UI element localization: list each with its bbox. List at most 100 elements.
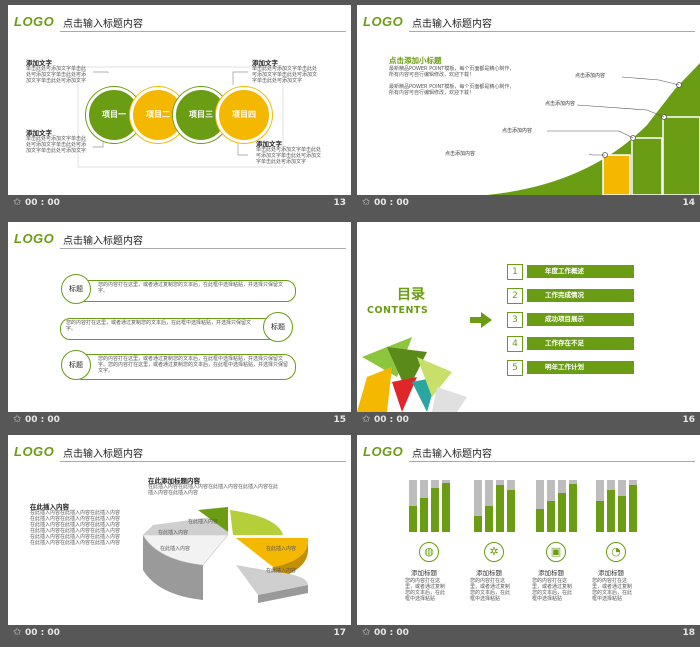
slice-label-4: 在此插入内容 bbox=[266, 546, 297, 552]
item-text-2: 您的内容打在这里，或者通过复制您的文本后，在此框中选择粘贴，并选择只保留文字。 bbox=[66, 320, 252, 332]
bar-fill bbox=[618, 496, 626, 532]
star-icon[interactable]: ✩ bbox=[13, 627, 22, 638]
logo: LOGO bbox=[14, 231, 55, 246]
star-icon[interactable]: ✩ bbox=[362, 197, 371, 208]
bar-fill bbox=[536, 509, 544, 532]
bar-fill bbox=[558, 493, 566, 532]
abstract-shapes-decoration bbox=[357, 337, 467, 412]
body-4: 单击此处可添加文字单击此处可添加文字单击此处可添加文字单击此处可添加文字 bbox=[256, 147, 322, 165]
slide-number: 14 bbox=[682, 198, 695, 208]
bar-fill bbox=[431, 488, 439, 532]
globe-icon: ◍ bbox=[419, 542, 439, 562]
group-label: 添加标题 bbox=[476, 569, 502, 577]
pie-slice-green bbox=[198, 507, 228, 532]
toc-item-1[interactable]: 年度工作概述 bbox=[527, 265, 634, 278]
toc-item-2[interactable]: 工作完成情况 bbox=[527, 289, 634, 302]
bar-fill bbox=[496, 485, 504, 532]
money-icon: ▣ bbox=[546, 542, 566, 562]
toc-number-2: 2 bbox=[507, 288, 523, 304]
logo: LOGO bbox=[363, 14, 404, 29]
bar-fill bbox=[607, 490, 615, 532]
slide-time: 00 : 00 bbox=[25, 628, 60, 638]
slide-footer: ✩ 00 : 00 15 bbox=[8, 412, 351, 430]
slice-label-1: 在此插入内容 bbox=[188, 519, 219, 525]
toc-heading: 目录 bbox=[397, 287, 425, 303]
logo: LOGO bbox=[363, 444, 404, 459]
toc-number-5: 5 bbox=[507, 360, 523, 376]
bar-groups: ◍ 添加标题 您的内容打在这里，或者通过复制您的文本后，在此框中选择粘贴 ✲ 添加标题您… bbox=[357, 435, 700, 625]
slide-15[interactable]: LOGO 点击输入标题内容 标题 您的内容打在这里，或者通过复制您的文本后，在此… bbox=[8, 222, 351, 412]
group-text: 您的内容打在这里，或者通过复制您的文本后，在此框中选择粘贴 bbox=[470, 578, 511, 602]
slide-footer: ✩ 00 : 00 18 bbox=[357, 625, 700, 643]
bar-track bbox=[536, 480, 544, 532]
group-label: 添加标题 bbox=[411, 569, 437, 577]
star-icon[interactable]: ✩ bbox=[13, 414, 22, 425]
toc-number-3: 3 bbox=[507, 312, 523, 328]
slide-16[interactable]: 目录 CONTENTS 1 年度工作概述 2 工作完成情况 3 成功项目展示 4… bbox=[357, 222, 700, 412]
bar-fill bbox=[485, 506, 493, 532]
slide-number: 18 bbox=[682, 628, 695, 638]
body-3: 单击此处可添加文字单击此处可添加文字单击此处可添加文字单击此处可添加文字 bbox=[252, 66, 318, 84]
slide-title: 点击输入标题内容 bbox=[412, 449, 492, 460]
item-label-3: 标题 bbox=[61, 350, 91, 380]
paragraph-2: 最新精品POWER POINT模板，每个页面都是精心制作，所有内容可自行编辑修改… bbox=[389, 84, 515, 96]
pie-slice-gray bbox=[236, 565, 308, 595]
body-2: 单击此处可添加文字单击此处可添加文字单击此处可添加文字单击此处可添加文字 bbox=[26, 136, 87, 154]
heading-3: 添加文字 bbox=[252, 59, 278, 67]
pie-slice-white bbox=[142, 534, 229, 566]
slide-time: 00 : 00 bbox=[25, 198, 60, 208]
toc-subheading: CONTENTS bbox=[367, 305, 429, 316]
pie-slice-lightgray bbox=[143, 515, 228, 535]
pie-slice-gray-side bbox=[143, 535, 203, 600]
bar-fill bbox=[629, 485, 637, 532]
pie-slice-lime bbox=[230, 510, 283, 535]
star-icon[interactable]: ✩ bbox=[362, 414, 371, 425]
slide-number: 17 bbox=[333, 628, 346, 638]
heading-2: 添加文字 bbox=[26, 129, 52, 137]
curve-label-4: 点击添加内容 bbox=[575, 73, 606, 79]
bar-fill bbox=[547, 501, 555, 532]
logo: LOGO bbox=[14, 444, 55, 459]
circle-project-1: 项目一 bbox=[86, 87, 142, 143]
slide-number: 13 bbox=[333, 198, 346, 208]
pie-chart-3d bbox=[142, 507, 309, 603]
toc-item-3[interactable]: 成功项目展示 bbox=[527, 313, 634, 326]
slide-time: 00 : 00 bbox=[374, 415, 409, 425]
chart-subtext: 在此插入内容在此插入内容在此插入内容在此插入内容在此插入内容在此插入内容 bbox=[148, 484, 279, 496]
growth-curve-chart bbox=[487, 63, 700, 195]
growth-bar-2 bbox=[631, 137, 663, 195]
slide-time: 00 : 00 bbox=[374, 198, 409, 208]
logo: LOGO bbox=[14, 14, 55, 29]
slide-18[interactable]: LOGO 点击输入标题内容 ◍ 添加标题 您的内容打在这里，或者通过复制您的文本后，… bbox=[357, 435, 700, 625]
bar-fill bbox=[596, 501, 604, 532]
title-divider bbox=[60, 461, 346, 462]
heading-1: 添加文字 bbox=[26, 59, 52, 67]
toc-item-5[interactable]: 明年工作计划 bbox=[527, 361, 634, 374]
slide-14[interactable]: LOGO 点击输入标题内容 点击添加小标题 最新精品POWER POINT模板，… bbox=[357, 5, 700, 195]
toc-item-4[interactable]: 工作存在不足 bbox=[527, 337, 634, 350]
slide-13[interactable]: LOGO 点击输入标题内容 添加文字 单击此处可添加文字单击此处可添加文字单击此… bbox=[8, 5, 351, 195]
paragraph-1: 最新精品POWER POINT模板，每个页面都是精心制作，所有内容可自行编辑修改… bbox=[389, 66, 515, 78]
star-icon[interactable]: ✩ bbox=[362, 627, 371, 638]
chart-pie-icon: ◔ bbox=[606, 542, 626, 562]
star-icon[interactable]: ✩ bbox=[13, 197, 22, 208]
group-label: 添加标题 bbox=[538, 569, 564, 577]
bar-fill bbox=[569, 484, 577, 532]
slide-17[interactable]: LOGO 点击输入标题内容 在此添加标题内容 在此插入内容在此插入内容在此插入内… bbox=[8, 435, 351, 625]
slide-title: 点击输入标题内容 bbox=[63, 449, 143, 460]
slide-time: 00 : 00 bbox=[25, 415, 60, 425]
slide-footer: ✩ 00 : 00 16 bbox=[357, 412, 700, 430]
growth-bar-1 bbox=[602, 154, 631, 195]
slide-footer: ✩ 00 : 00 14 bbox=[357, 195, 700, 213]
slice-label-5: 在此插入内容 bbox=[266, 568, 297, 574]
bar-fill bbox=[409, 506, 417, 532]
body-1: 单击此处可添加文字单击此处可添加文字单击此处可添加文字单击此处可添加文字 bbox=[26, 66, 87, 84]
title-divider bbox=[60, 248, 346, 249]
slide-time: 00 : 00 bbox=[374, 628, 409, 638]
item-label-1: 标题 bbox=[61, 274, 91, 304]
slide-footer: ✩ 00 : 00 13 bbox=[8, 195, 351, 213]
title-divider bbox=[409, 461, 695, 462]
group-text: 您的内容打在这里，或者通过复制您的文本后，在此框中选择粘贴 bbox=[405, 578, 446, 602]
slide-title: 点击输入标题内容 bbox=[63, 19, 143, 30]
toc-number-1: 1 bbox=[507, 264, 523, 280]
